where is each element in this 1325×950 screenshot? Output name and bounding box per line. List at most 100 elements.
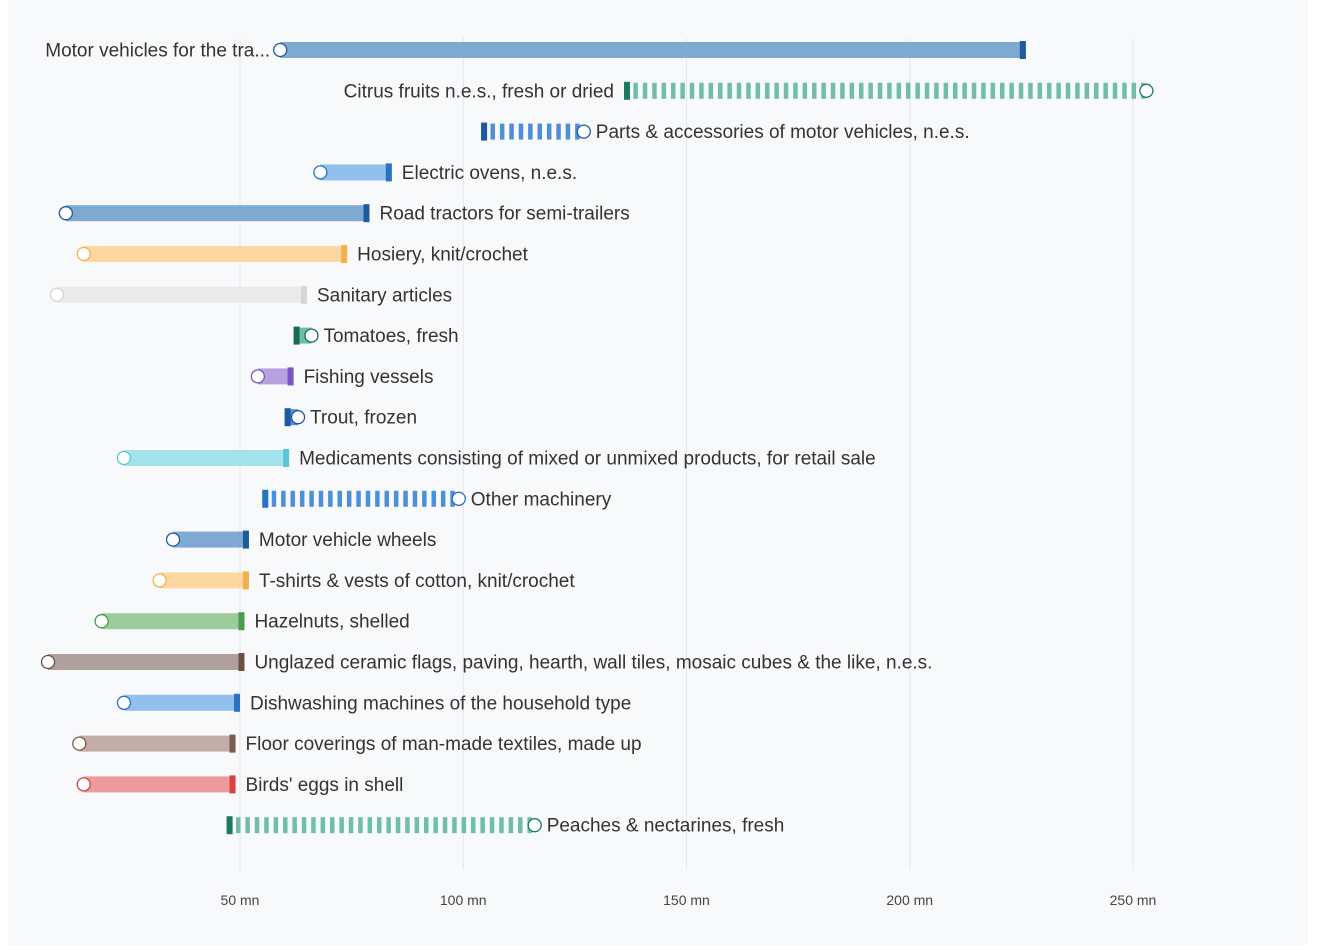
start-marker: [451, 491, 466, 506]
bar-stripe: [309, 490, 314, 507]
end-marker: [341, 245, 348, 263]
range-bar: [48, 654, 245, 670]
bar-stripe: [283, 817, 288, 834]
x-tick-label: 250 mn: [1110, 892, 1157, 908]
end-marker: [293, 326, 300, 345]
bar-stripe: [299, 490, 305, 507]
bar-stripe: [934, 82, 939, 99]
x-tick-label: 50 mn: [221, 892, 260, 908]
bar-stripe: [424, 817, 429, 834]
bar-stripe: [356, 490, 361, 507]
bar-stripe: [1018, 82, 1024, 99]
bar-stripe: [652, 82, 657, 99]
end-marker: [234, 693, 240, 712]
end-marker: [242, 571, 249, 590]
end-marker: [229, 734, 236, 753]
start-marker: [273, 42, 288, 58]
end-marker: [262, 489, 269, 508]
bar-stripe: [1046, 82, 1052, 99]
bar-stripe: [422, 490, 427, 507]
bar-stripe: [887, 82, 892, 99]
end-marker: [226, 816, 233, 835]
category-label: Parts & accessories of motor vehicles, n…: [596, 122, 970, 143]
bar-stripe: [830, 82, 836, 99]
bar-stripe: [311, 817, 316, 834]
category-label: Birds' eggs in shell: [246, 775, 404, 796]
start-marker: [49, 287, 65, 302]
category-label: Electric ovens, n.e.s.: [402, 163, 577, 184]
start-marker: [116, 695, 132, 710]
chart-row: Hazelnuts, shelled: [94, 612, 410, 633]
chart-row: Dishwashing machines of the household ty…: [116, 693, 631, 714]
bar-stripe: [452, 817, 457, 834]
range-bar: [101, 613, 245, 630]
bar-stripe: [546, 123, 552, 140]
chart-row: Citrus fruits n.e.s., fresh or dried: [344, 81, 1154, 102]
chart-row: Motor vehicle wheels: [165, 530, 436, 551]
bar-stripe: [264, 817, 269, 834]
bar-stripe: [375, 490, 380, 507]
category-label: Road tractors for semi-trailers: [379, 204, 629, 225]
start-marker: [76, 777, 91, 792]
category-label: Dishwashing machines of the household ty…: [250, 693, 631, 714]
bar-stripe: [292, 817, 297, 834]
bar-stripe: [367, 817, 373, 834]
chart-row: Trout, frozen: [284, 408, 417, 429]
bar-stripe: [962, 82, 967, 99]
bar-stripe: [245, 817, 250, 834]
range-bar: [159, 572, 249, 589]
bar-stripe: [783, 82, 789, 99]
bar-stripe: [348, 817, 354, 834]
bar-stripe: [708, 82, 714, 99]
x-axis-ticks: 50 mn 100 mn 150 mn 200 mn 250 mn: [221, 892, 1157, 908]
bar-stripe: [840, 82, 845, 99]
start-marker: [94, 614, 109, 629]
bar-stripe: [254, 817, 260, 834]
bar-stripe: [680, 82, 685, 99]
bar-stripe: [537, 123, 543, 140]
category-label: T-shirts & vests of cotton, knit/crochet: [259, 571, 575, 592]
end-marker: [238, 653, 245, 671]
end-marker: [283, 449, 290, 467]
start-marker: [576, 124, 591, 139]
start-marker: [58, 206, 74, 221]
bar-stripe: [849, 82, 855, 99]
bar-stripe: [433, 817, 438, 834]
start-marker: [313, 165, 328, 180]
bar-stripe: [764, 82, 770, 99]
bar-stripe: [556, 123, 561, 140]
chart-rows: Motor vehicles for the tra... Citrus frui…: [40, 41, 1154, 837]
range-bar: [123, 694, 240, 711]
bar-stripe: [670, 82, 676, 99]
chart-row: Parts & accessories of motor vehicles, n…: [481, 122, 970, 143]
bar-stripe: [471, 817, 476, 834]
bar-stripe: [858, 82, 864, 99]
bar-stripe: [1009, 82, 1014, 99]
category-label: Trout, frozen: [310, 408, 417, 429]
category-label: Tomatoes, fresh: [323, 326, 458, 347]
end-marker: [623, 81, 630, 100]
bar-stripe: [528, 123, 533, 140]
bar-stripe: [999, 82, 1005, 99]
end-marker: [481, 122, 488, 141]
end-marker: [363, 204, 370, 223]
bar-stripe: [811, 82, 817, 99]
bar-stripe: [990, 82, 996, 99]
bar-stripe: [318, 490, 324, 507]
bar-stripe: [384, 490, 390, 507]
bar-stripe: [405, 817, 410, 834]
bar-stripe: [440, 490, 446, 507]
bar-stripe: [290, 490, 296, 507]
start-marker: [304, 328, 319, 343]
category-label: Medicaments consisting of mixed or unmix…: [299, 449, 876, 470]
bar-stripe: [924, 82, 930, 99]
bar-stripe: [442, 817, 448, 834]
bar-stripe: [346, 490, 352, 507]
bar-stripe: [339, 817, 344, 834]
bar-stripe: [337, 490, 343, 507]
bar-stripe: [358, 817, 363, 834]
x-tick-label: 100 mn: [440, 892, 487, 908]
range-bar: [65, 205, 370, 222]
end-marker: [284, 408, 291, 427]
